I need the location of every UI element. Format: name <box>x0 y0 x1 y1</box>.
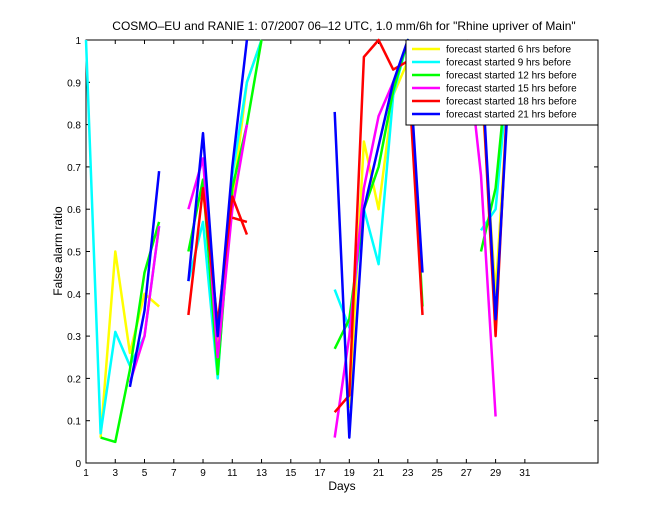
series-line <box>187 39 249 338</box>
x-tick-label: 3 <box>112 468 118 479</box>
y-axis: 0 0.1 0.2 0.3 0.4 0.5 0.6 0.7 0.8 0.9 1 <box>67 36 598 470</box>
x-tick-label: 11 <box>227 468 238 479</box>
series-line <box>128 170 161 388</box>
series-layer <box>84 38 512 444</box>
legend-label: forecast started 15 hrs before <box>446 84 577 95</box>
x-tick-label: 5 <box>142 468 148 479</box>
legend-label: forecast started 9 hrs before <box>446 58 572 69</box>
x-tick-label: 7 <box>171 468 177 479</box>
x-tick-label: 1 <box>83 468 89 479</box>
x-tick-label: 19 <box>344 468 356 479</box>
y-tick-label: 0.7 <box>67 163 81 174</box>
legend-box <box>405 39 599 126</box>
series-line <box>479 52 512 321</box>
chart-title: COSMO–EU and RANIE 1: 07/2007 06–12 UTC,… <box>112 19 575 33</box>
y-tick-label: 0.4 <box>67 290 81 301</box>
x-axis-label: Days <box>328 479 355 493</box>
y-tick-label: 0.6 <box>67 205 81 216</box>
x-tick-label: 9 <box>200 468 206 479</box>
y-axis-label: False alarm ratio <box>51 206 65 296</box>
legend-label: forecast started 21 hrs before <box>446 110 577 121</box>
series-line <box>333 81 395 438</box>
y-tick-label: 1 <box>75 36 81 47</box>
legend: forecast started 6 hrs before forecast st… <box>405 39 599 126</box>
x-tick-label: 15 <box>285 468 297 479</box>
series-line <box>231 216 248 224</box>
x-tick-label: 27 <box>461 468 473 479</box>
x-tick-label: 21 <box>373 468 385 479</box>
legend-label: forecast started 18 hrs before <box>446 97 577 108</box>
y-tick-label: 0.3 <box>67 332 81 343</box>
y-tick-label: 0.8 <box>67 121 81 132</box>
y-tick-label: 0 <box>75 459 81 470</box>
x-tick-label: 25 <box>432 468 444 479</box>
y-tick-label: 0.2 <box>67 374 81 385</box>
x-tick-label: 31 <box>519 468 531 479</box>
y-tick-label: 0.5 <box>67 248 81 259</box>
y-tick-label: 0.1 <box>67 417 81 428</box>
x-tick-label: 17 <box>314 468 326 479</box>
x-tick-label: 23 <box>402 468 414 479</box>
x-tick-label: 13 <box>256 468 268 479</box>
legend-label: forecast started 6 hrs before <box>446 45 572 56</box>
y-tick-label: 0.9 <box>67 78 81 89</box>
legend-label: forecast started 12 hrs before <box>446 71 577 82</box>
x-tick-label: 29 <box>490 468 502 479</box>
